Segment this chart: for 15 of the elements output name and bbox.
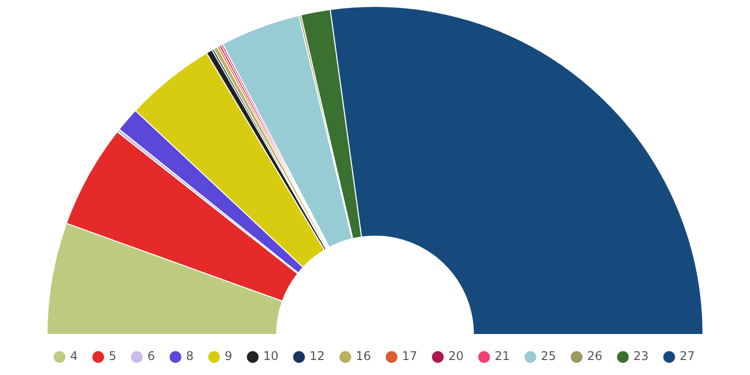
legend-label: 17 bbox=[402, 349, 418, 364]
legend-label: 9 bbox=[224, 349, 232, 364]
legend-label: 10 bbox=[263, 349, 279, 364]
legend-label: 21 bbox=[494, 349, 510, 364]
legend-label: 26 bbox=[587, 349, 602, 364]
legend-label: 5 bbox=[108, 349, 116, 364]
legend-label: 6 bbox=[147, 349, 155, 364]
legend-label: 20 bbox=[448, 349, 464, 364]
legend-label: 25 bbox=[540, 349, 556, 364]
legend-label: 8 bbox=[186, 349, 194, 364]
legend-label: 27 bbox=[680, 349, 695, 364]
legend-label: 4 bbox=[70, 349, 78, 364]
legend-label: 12 bbox=[310, 349, 325, 364]
legend-label: 16 bbox=[356, 349, 372, 364]
legend-label: 23 bbox=[633, 349, 649, 364]
